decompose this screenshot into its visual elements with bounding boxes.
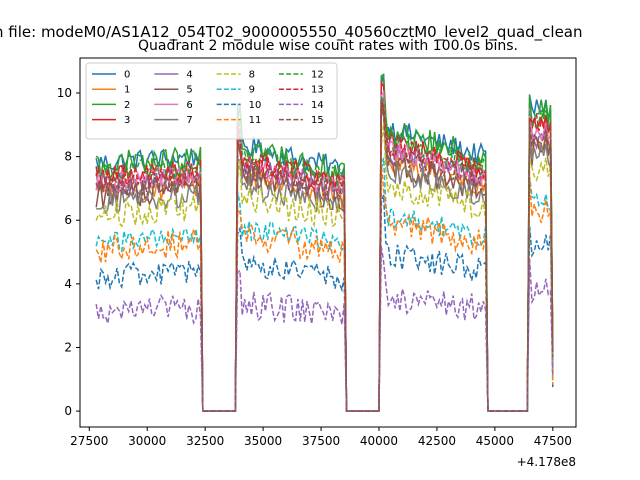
chart-title: Quadrant 2 module wise count rates with … — [138, 38, 518, 54]
series-line-7 — [96, 109, 554, 412]
legend-label-0: 0 — [124, 70, 130, 81]
legend-label-1: 1 — [124, 85, 130, 96]
x-tick-label: 32500 — [186, 434, 224, 448]
y-tick-label: 6 — [64, 213, 72, 227]
legend-label-10: 10 — [249, 100, 262, 111]
legend-label-8: 8 — [249, 70, 255, 81]
x-axis: 27500 30000 32500 35000 37500 40000 42500 45000… — [70, 427, 572, 448]
y-tick-label: 4 — [64, 277, 72, 291]
legend-label-9: 9 — [249, 85, 255, 96]
plot-frame — [79, 57, 577, 428]
y-tick-label: 8 — [64, 150, 72, 164]
x-tick-label: 45000 — [476, 434, 514, 448]
legend-label-4: 4 — [186, 70, 192, 81]
legend-label-3: 3 — [124, 115, 130, 126]
x-offset-label: +4.178e8 — [517, 455, 576, 469]
series-line-8 — [95, 123, 554, 412]
y-tick-label: 10 — [57, 86, 72, 100]
series-line-11 — [95, 163, 554, 412]
legend-label-15: 15 — [311, 115, 324, 126]
legend-label-2: 2 — [124, 100, 130, 111]
y-tick-label: 2 — [64, 340, 72, 354]
series-line-6 — [95, 89, 554, 412]
y-axis: 0 2 4 6 8 10 — [57, 86, 80, 418]
x-tick-label: 27500 — [70, 434, 108, 448]
x-tick-label: 30000 — [128, 434, 166, 448]
legend-label-12: 12 — [311, 70, 324, 81]
legend-label-14: 14 — [311, 100, 324, 111]
y-tick-label: 0 — [64, 404, 72, 418]
legend-label-11: 11 — [249, 115, 262, 126]
x-tick-label: 40000 — [360, 434, 398, 448]
series-line-14 — [95, 246, 554, 412]
series-line-12 — [95, 95, 554, 412]
x-tick-label: 47500 — [534, 434, 572, 448]
legend-box — [85, 62, 338, 140]
legend-label-13: 13 — [311, 85, 324, 96]
series-lines — [95, 73, 554, 412]
figure-suptitle: n file: modeM0/AS1A12_054T02_9000005550_… — [0, 23, 583, 42]
series-line-13 — [95, 99, 554, 412]
x-tick-label: 42500 — [418, 434, 456, 448]
legend-label-5: 5 — [186, 85, 192, 96]
series-line-10 — [95, 194, 554, 412]
x-tick-label: 35000 — [244, 434, 282, 448]
legend-label-6: 6 — [186, 100, 192, 111]
series-line-15 — [95, 99, 554, 412]
legend-label-7: 7 — [186, 115, 192, 126]
x-tick-label: 37500 — [302, 434, 340, 448]
